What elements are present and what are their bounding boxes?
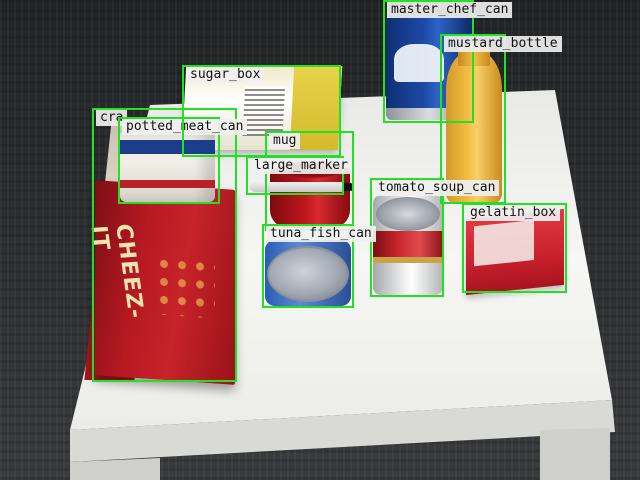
bbox-label: tuna_fish_can bbox=[266, 226, 376, 242]
bbox-large-marker: large_marker bbox=[246, 156, 352, 195]
tomato-soup-can bbox=[373, 195, 443, 295]
large-marker bbox=[250, 182, 354, 192]
tuna-fish-can bbox=[265, 240, 351, 306]
bbox-label: large_marker bbox=[250, 158, 352, 174]
bbox-mug: mug bbox=[265, 131, 354, 231]
bbox-label: mustard_bottle bbox=[444, 36, 562, 52]
bbox-tuna-fish-can: tuna_fish_can bbox=[262, 224, 376, 308]
bbox-label: potted_meat_can bbox=[122, 119, 248, 135]
potted-meat-blue-band bbox=[120, 140, 215, 154]
potted-meat-red-band bbox=[120, 180, 215, 188]
marker-tip bbox=[342, 183, 354, 191]
bbox-label: mug bbox=[269, 133, 301, 149]
tomato-can-top bbox=[376, 197, 440, 231]
bbox-gelatin-box: gelatin_box bbox=[462, 203, 567, 293]
tuna-lid bbox=[267, 246, 349, 302]
tomato-can-gold-band bbox=[373, 257, 443, 263]
bbox-label: sugar_box bbox=[186, 67, 265, 83]
bbox-mustard-bottle: mustard_bottle bbox=[440, 34, 562, 204]
potted-meat-can bbox=[120, 130, 215, 202]
mustard-bottle bbox=[446, 44, 502, 202]
master-chef-logo bbox=[394, 44, 444, 82]
tomato-can-red-label bbox=[373, 231, 443, 257]
bbox-master-chef-can: master_chef_can bbox=[383, 0, 513, 123]
bbox-label: tomato_soup_can bbox=[374, 180, 500, 196]
bbox-label: gelatin_box bbox=[466, 205, 561, 221]
bbox-tomato-soup-can: tomato_soup_can bbox=[370, 178, 500, 297]
bbox-potted-meat-can: potted_meat_can bbox=[118, 117, 248, 204]
bbox-label: master_chef_can bbox=[387, 2, 513, 18]
